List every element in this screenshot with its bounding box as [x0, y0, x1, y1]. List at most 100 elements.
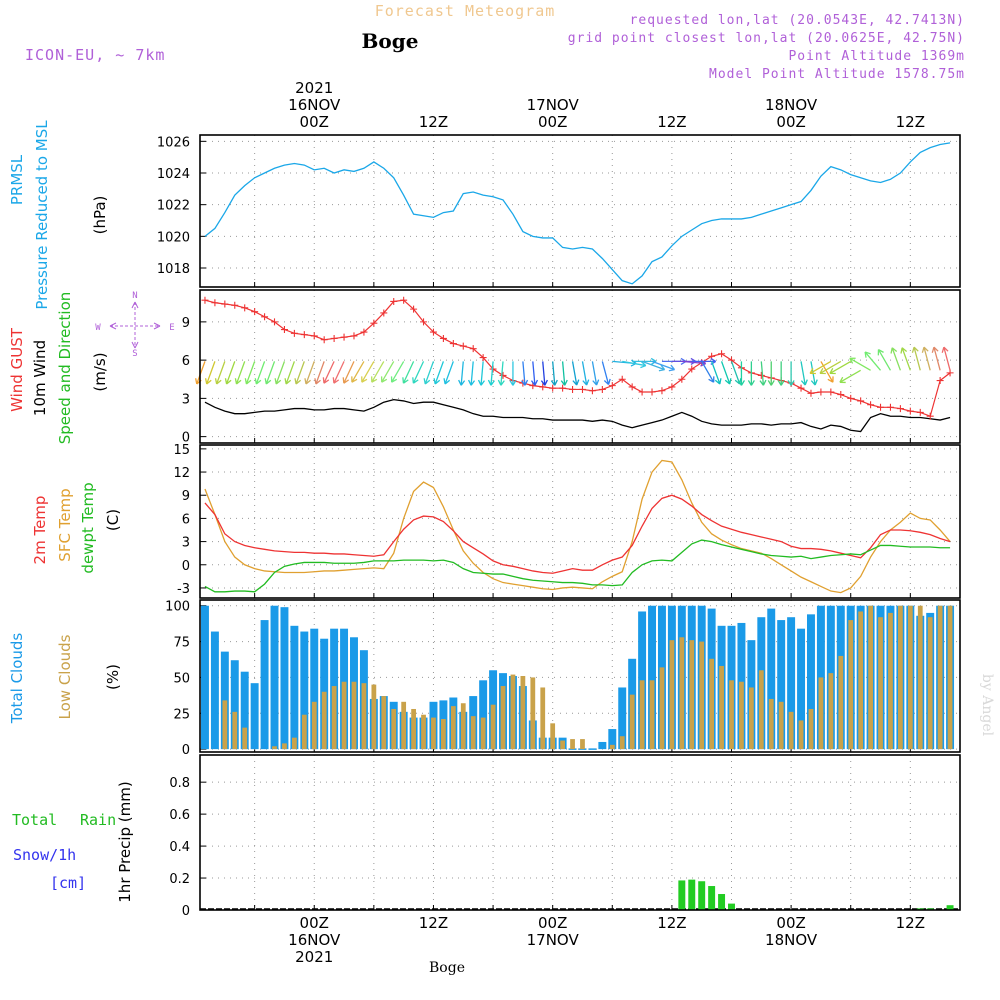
panel-border	[199, 444, 961, 599]
panel-border	[199, 754, 961, 911]
gust-marker	[549, 384, 557, 392]
wind-arrow	[701, 361, 715, 383]
gust-marker	[926, 412, 934, 420]
wind-arrow	[911, 346, 921, 371]
y-tick-label: 15	[173, 443, 190, 458]
low-cloud-bar	[560, 740, 565, 750]
credit-label: by Angel	[979, 674, 995, 737]
gust-marker	[400, 296, 408, 304]
gust-marker	[429, 328, 437, 336]
y-tick-label: 25	[173, 707, 190, 722]
low-cloud-bar	[381, 696, 387, 750]
gust-marker	[340, 333, 348, 341]
low-cloud-bar	[858, 611, 864, 750]
gust-marker	[757, 371, 765, 379]
low-cloud-bar	[719, 665, 724, 750]
wind-arrow	[921, 346, 931, 371]
compass-w: W	[95, 323, 101, 333]
gust-marker	[797, 384, 805, 392]
total-cloud-bar	[618, 687, 627, 750]
gust-marker	[896, 405, 904, 413]
sfc-temp-label: SFC Temp	[56, 488, 74, 561]
y-tick-label: 0	[182, 743, 190, 758]
low-cloud-bar	[411, 708, 416, 750]
gust-marker	[360, 328, 368, 336]
low-cloud-bar	[619, 736, 625, 750]
low-cloud-bar	[272, 746, 277, 750]
gust-marker	[231, 301, 239, 309]
compass-rose: N W E S	[95, 291, 174, 359]
compass-e: E	[169, 323, 174, 333]
low-cloud-bar	[629, 694, 635, 750]
wind-arrow	[433, 361, 445, 385]
total-cloud-bar	[648, 605, 656, 750]
gust-marker	[906, 407, 914, 415]
wind-arrow	[314, 361, 325, 385]
footer-station: Boge	[429, 960, 465, 976]
low-cloud-bar	[947, 605, 953, 750]
wind-arrow	[941, 346, 951, 371]
gust-marker	[598, 385, 606, 393]
gust-marker	[300, 331, 308, 339]
wind-arrow	[759, 361, 767, 386]
y-tick-label: 75	[173, 636, 190, 651]
wind-arrow	[737, 361, 745, 386]
low-cloud-bar	[729, 680, 734, 750]
y-tick-label: 0.8	[169, 776, 190, 791]
gust-marker	[936, 377, 944, 385]
low-cloud-bar	[838, 655, 844, 750]
gust-marker	[261, 313, 269, 321]
wind-arrow	[581, 361, 590, 386]
gust-marker	[330, 334, 338, 342]
gust-marker	[469, 345, 477, 353]
bottom-time-label: 12Z	[419, 914, 448, 932]
low-cloud-bar	[828, 673, 834, 750]
wind-arrow	[730, 361, 742, 385]
wind-unit-label: (m/s)	[91, 352, 109, 391]
wind-arrow	[601, 361, 611, 386]
low-cloud-bar	[490, 704, 496, 750]
low-cloud-bar	[311, 701, 317, 750]
bottom-time-label: 00Z	[300, 914, 329, 932]
wind-arrow	[641, 360, 666, 372]
low-cloud-bar	[917, 605, 923, 750]
wind-arrow	[497, 361, 505, 386]
y-tick-label: 1026	[157, 135, 190, 150]
total-cloud-bar	[797, 628, 806, 750]
rain-bar	[718, 894, 726, 910]
chart-title: Forecast Meteogram	[375, 2, 556, 20]
low-cloud-bar	[580, 739, 585, 750]
total-cloud-bar	[300, 631, 309, 750]
wind-arrow	[720, 361, 732, 385]
gust-marker	[420, 318, 428, 326]
bottom-time-label: 17NOV	[527, 931, 580, 949]
low-cloud-bar	[739, 681, 744, 750]
wind-arrow	[487, 361, 495, 386]
low-cloud-bar	[907, 605, 913, 750]
precip-panel: 0 0.2 0.4 0.6 0.8	[169, 754, 961, 919]
total-cloud-bar	[250, 683, 259, 750]
total-cloud-bar	[290, 625, 299, 750]
gust-marker	[827, 388, 835, 396]
gust-marker	[410, 305, 418, 313]
panel-border	[199, 134, 961, 288]
low-clouds-label: Low Clouds	[56, 634, 74, 719]
low-cloud-bar	[450, 706, 456, 750]
wind-arrow	[521, 361, 529, 386]
gust-marker	[569, 385, 577, 393]
pressure-panel-labels: PRMSL Pressure Reduced to MSL (hPa)	[8, 120, 109, 310]
wind-arrow	[423, 361, 435, 385]
rain-bar	[728, 903, 735, 910]
total-cloud-bar	[220, 651, 229, 750]
wind-arrow	[787, 361, 795, 386]
low-cloud-bar	[500, 686, 506, 750]
gust-marker	[211, 299, 219, 307]
wind-arrow	[371, 361, 385, 383]
panel-border	[199, 289, 961, 444]
compass-n: N	[132, 291, 137, 301]
pressure-line	[204, 142, 951, 285]
y-tick-label: 0.6	[169, 808, 190, 823]
wind-arrow	[622, 360, 647, 369]
